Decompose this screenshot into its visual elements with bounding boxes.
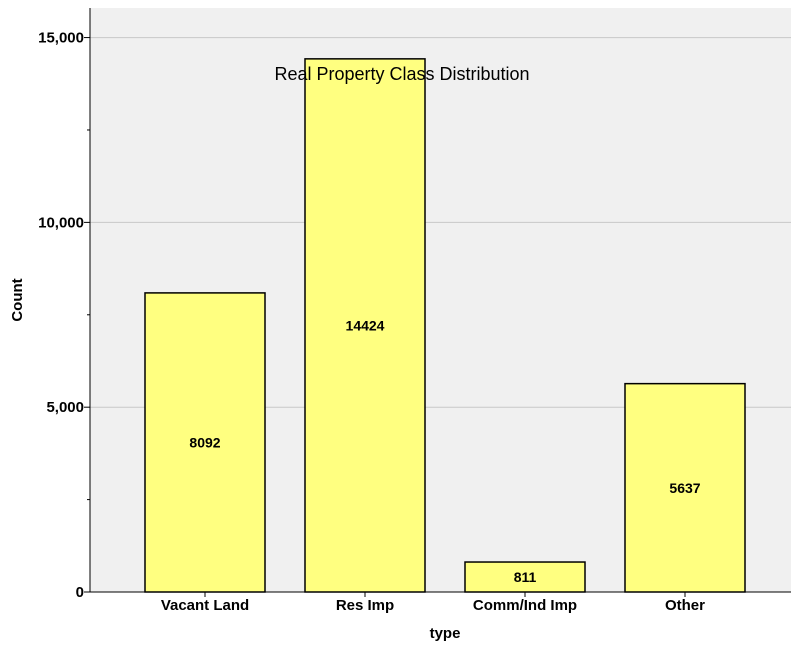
chart-title: Real Property Class Distribution	[274, 64, 529, 84]
data-label: 14424	[346, 317, 385, 333]
data-label: 811	[514, 569, 537, 585]
x-tick-label: Other	[665, 597, 705, 614]
bar	[624, 382, 746, 593]
x-tick-labels: Vacant Land Res Imp Comm/Ind Imp Other	[161, 592, 705, 614]
y-tick-label: 10,000	[38, 214, 84, 231]
x-axis-title: type	[430, 625, 461, 642]
y-tick-label: 5,000	[46, 399, 84, 416]
y-ticks: 0 5,000 10,000 15,000	[38, 30, 90, 601]
x-tick-label: Vacant Land	[161, 597, 249, 614]
x-tick-label: Res Imp	[336, 597, 394, 614]
bars	[144, 58, 746, 593]
data-label: 5637	[669, 480, 700, 496]
y-tick-label: 15,000	[38, 30, 84, 47]
x-tick-label: Comm/Ind Imp	[473, 597, 577, 614]
data-labels: 8092 14424 811 5637	[189, 317, 700, 585]
y-tick-label: 0	[76, 584, 84, 601]
bar	[464, 561, 586, 593]
data-label: 8092	[189, 434, 220, 450]
y-axis-title: Count	[9, 278, 26, 321]
bar	[304, 58, 426, 593]
